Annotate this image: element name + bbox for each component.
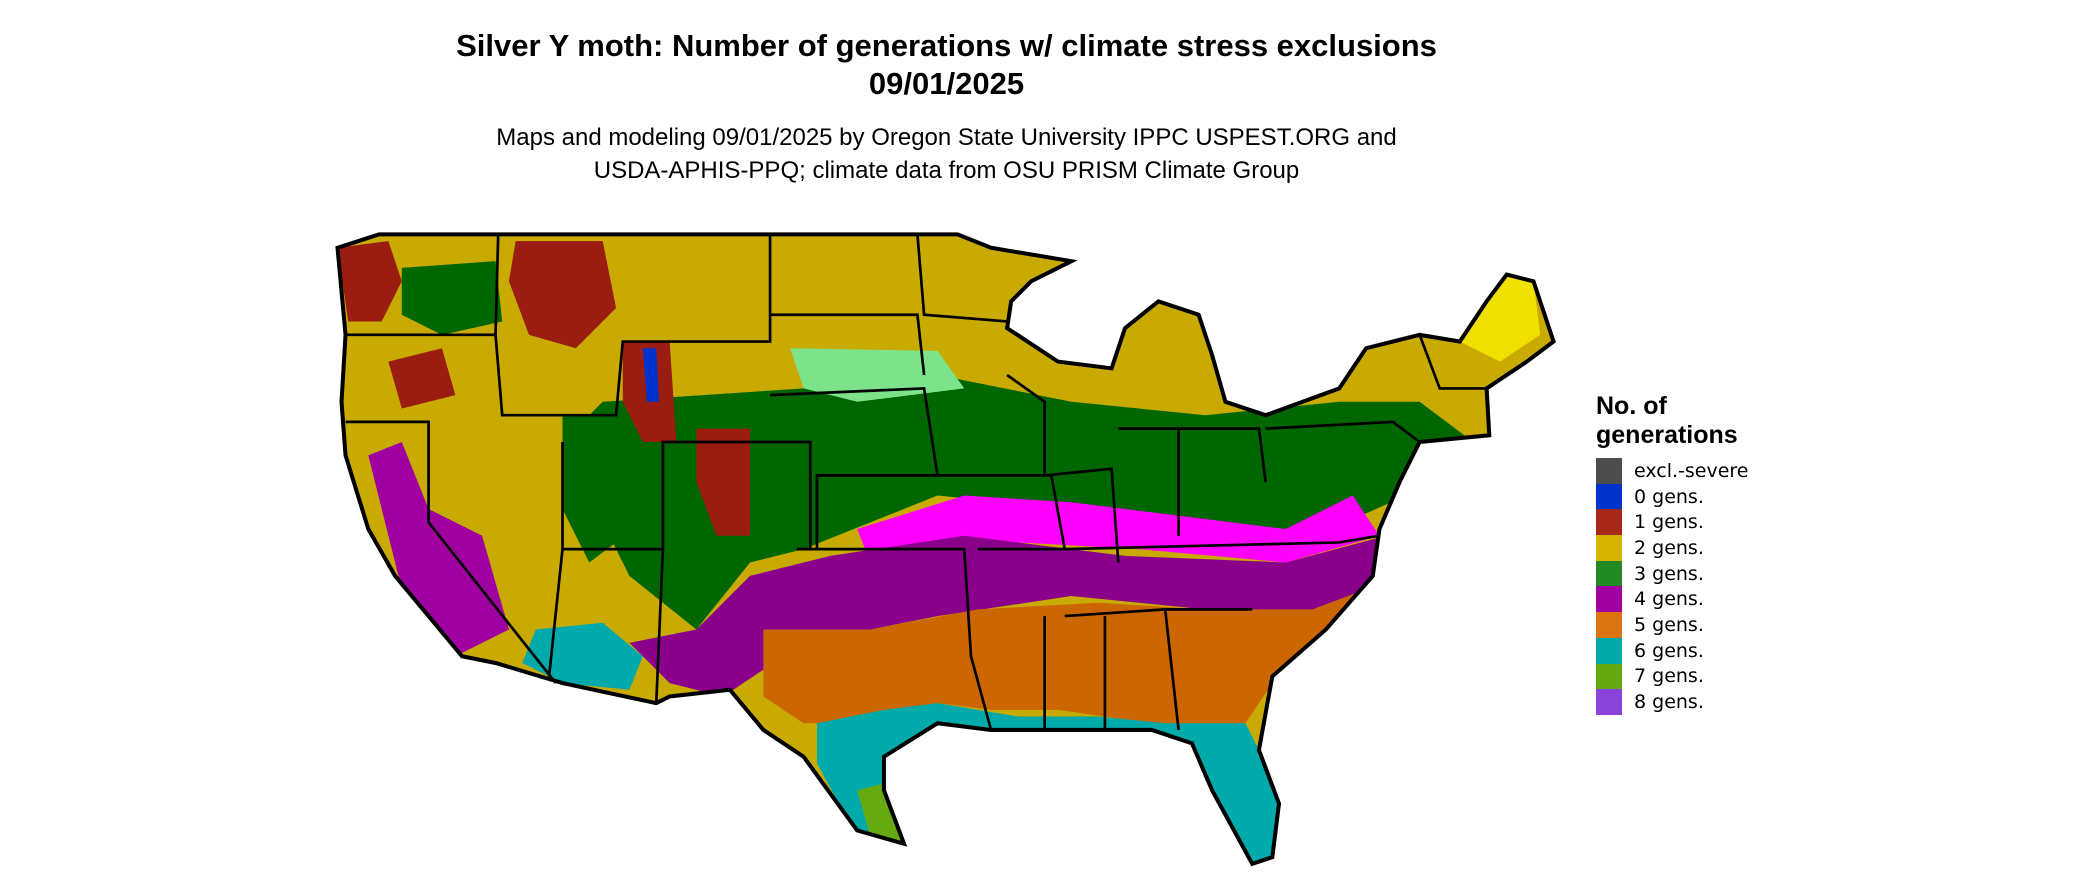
legend-swatch bbox=[1596, 612, 1622, 638]
region-1-gens-co2 bbox=[696, 428, 750, 536]
legend-swatch bbox=[1596, 509, 1622, 536]
region-5-gens bbox=[763, 589, 1367, 724]
legend-label: excl.-severe bbox=[1634, 459, 1749, 482]
legend-swatch bbox=[1596, 586, 1622, 613]
legend-item: excl.-severe bbox=[1596, 458, 1749, 484]
legend-title-line-2: generations bbox=[1596, 421, 1738, 449]
region-3-gens-wa bbox=[401, 261, 503, 335]
legend-swatch bbox=[1596, 637, 1622, 664]
region-2-gens-ne bbox=[1459, 274, 1541, 362]
legend-item: 0 gens. bbox=[1596, 483, 1749, 510]
legend-item: 2 gens. bbox=[1596, 535, 1749, 561]
region-4-gens bbox=[629, 535, 1387, 697]
map-title: Silver Y moth: Number of generations w/ … bbox=[456, 28, 1437, 63]
legend-item: 6 gens. bbox=[1596, 637, 1749, 664]
legend-item: 3 gens. bbox=[1596, 560, 1749, 587]
region-0-gens-co bbox=[642, 348, 659, 402]
legend-item: 8 gens. bbox=[1596, 689, 1749, 715]
legend-label: 1 gens. bbox=[1634, 511, 1704, 534]
subtitle-line-1: Maps and modeling 09/01/2025 by Oregon S… bbox=[496, 124, 1397, 151]
legend-label: 4 gens. bbox=[1634, 588, 1704, 611]
legend-item: 7 gens. bbox=[1596, 663, 1749, 690]
legend-items: excl.-severe 0 gens. 1 gens. 2 gens. 3 gens.… bbox=[1596, 458, 1749, 715]
legend-title: No. of generations bbox=[1596, 392, 1749, 450]
region-3-gens-ut bbox=[562, 415, 643, 563]
state-borders bbox=[345, 234, 1487, 731]
legend-label: 7 gens. bbox=[1634, 665, 1704, 688]
subtitle-line-2: USDA-APHIS-PPQ; climate data from OSU PR… bbox=[593, 157, 1300, 184]
region-4-gens-west bbox=[368, 441, 509, 657]
legend-swatch bbox=[1596, 458, 1622, 484]
region-1-gens-id bbox=[508, 241, 617, 349]
legend-label: 2 gens. bbox=[1634, 536, 1704, 559]
legend-swatch bbox=[1596, 560, 1622, 587]
legend-label: 3 gens. bbox=[1634, 562, 1704, 585]
region-1-gens-or bbox=[388, 348, 456, 409]
legend-swatch bbox=[1596, 689, 1622, 715]
legend-item: 1 gens. bbox=[1596, 509, 1749, 536]
legend-label: 6 gens. bbox=[1634, 639, 1704, 662]
legend-label: 5 gens. bbox=[1634, 613, 1704, 636]
legend: No. of generations excl.-severe 0 gens. 1 g… bbox=[1596, 392, 1749, 715]
legend-swatch bbox=[1596, 663, 1622, 690]
map-date: 09/01/2025 bbox=[868, 66, 1025, 101]
region-7-gens bbox=[857, 783, 905, 844]
region-1-gens-nw bbox=[337, 241, 402, 322]
legend-item: 4 gens. bbox=[1596, 586, 1749, 613]
legend-label: 8 gens. bbox=[1634, 691, 1704, 714]
legend-swatch bbox=[1596, 483, 1622, 510]
legend-label: 0 gens. bbox=[1634, 485, 1704, 508]
legend-title-line-1: No. of bbox=[1596, 392, 1667, 420]
legend-item: 5 gens. bbox=[1596, 612, 1749, 638]
legend-swatch bbox=[1596, 535, 1622, 561]
